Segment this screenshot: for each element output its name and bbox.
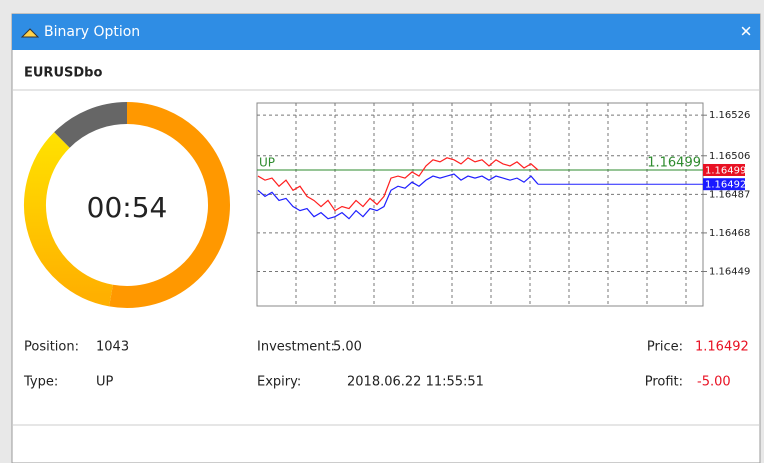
field-label: Expiry: <box>257 375 301 390</box>
window-title: Binary Option <box>44 24 140 40</box>
y-tick-label: 1.16487 <box>709 189 750 200</box>
price-tag-label: 1.16499 <box>705 165 746 176</box>
field-value: 1.16492 <box>695 340 749 355</box>
field-value: 1043 <box>96 340 129 355</box>
price-tag <box>703 163 745 176</box>
field-label: Profit: <box>645 375 683 390</box>
field-label: Price: <box>647 340 683 355</box>
timer: 00:54 <box>87 191 168 224</box>
field-label: Position: <box>24 340 79 355</box>
field-value: -5.00 <box>697 375 731 390</box>
title-bar <box>12 14 760 50</box>
close-button[interactable]: ✕ <box>740 23 753 41</box>
timer-arc-mid <box>24 132 114 307</box>
y-tick-label: 1.16506 <box>709 151 750 162</box>
field-value: 2018.06.22 11:55:51 <box>347 375 484 390</box>
symbol: EURUSDbo <box>24 66 102 81</box>
y-tick-label: 1.16526 <box>709 110 750 121</box>
price-line <box>257 173 539 220</box>
timer-arc-elapsed <box>54 102 128 148</box>
field-label: Investment: <box>257 340 335 355</box>
chart: 1.16526 1.16506 1.16487 1.16468 1.16449 UP 1.1… <box>257 103 750 306</box>
field-label: Type: <box>23 375 58 390</box>
price-line <box>257 157 539 212</box>
open-line-value: 1.16499 <box>647 155 701 170</box>
field-value: 5.00 <box>333 340 362 355</box>
app-icon <box>20 28 40 38</box>
timer-arc-remaining <box>109 102 230 308</box>
field-value: UP <box>96 375 114 390</box>
open-line-label: UP <box>259 155 275 169</box>
fields: Position: 1043 Investment:5.00 Price: 1.1649… <box>23 340 749 390</box>
price-tag <box>703 178 745 191</box>
y-tick-label: 1.16468 <box>709 228 750 239</box>
y-tick-label: 1.16449 <box>709 266 750 277</box>
price-tag-label: 1.16492 <box>705 180 746 191</box>
